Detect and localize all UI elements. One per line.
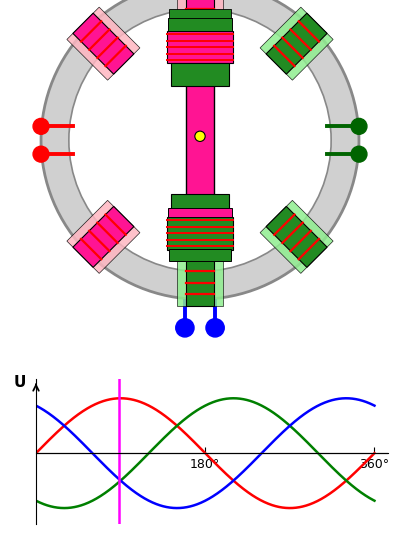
Text: U: U — [14, 375, 26, 390]
Circle shape — [206, 318, 224, 337]
Bar — [177, 248, 223, 306]
Circle shape — [176, 318, 194, 337]
Bar — [171, 194, 229, 217]
Bar — [186, 248, 214, 306]
Bar — [260, 200, 333, 273]
Circle shape — [41, 0, 359, 299]
Bar — [167, 217, 233, 250]
Bar — [260, 7, 333, 80]
Bar — [169, 249, 231, 261]
Circle shape — [351, 146, 367, 162]
Bar — [171, 63, 229, 86]
Bar — [67, 7, 140, 80]
Bar — [266, 13, 327, 74]
Circle shape — [33, 118, 49, 134]
Bar — [266, 206, 327, 267]
Bar — [67, 200, 140, 273]
Circle shape — [195, 131, 205, 141]
Bar — [169, 9, 231, 18]
Bar — [168, 207, 232, 217]
Circle shape — [69, 9, 331, 271]
Bar — [186, 81, 214, 200]
Bar — [186, 0, 214, 32]
Bar — [167, 31, 233, 63]
Bar — [73, 13, 134, 74]
Bar — [168, 18, 232, 31]
Bar — [177, 0, 223, 32]
Circle shape — [33, 146, 49, 162]
Bar — [73, 206, 134, 267]
Circle shape — [351, 118, 367, 134]
